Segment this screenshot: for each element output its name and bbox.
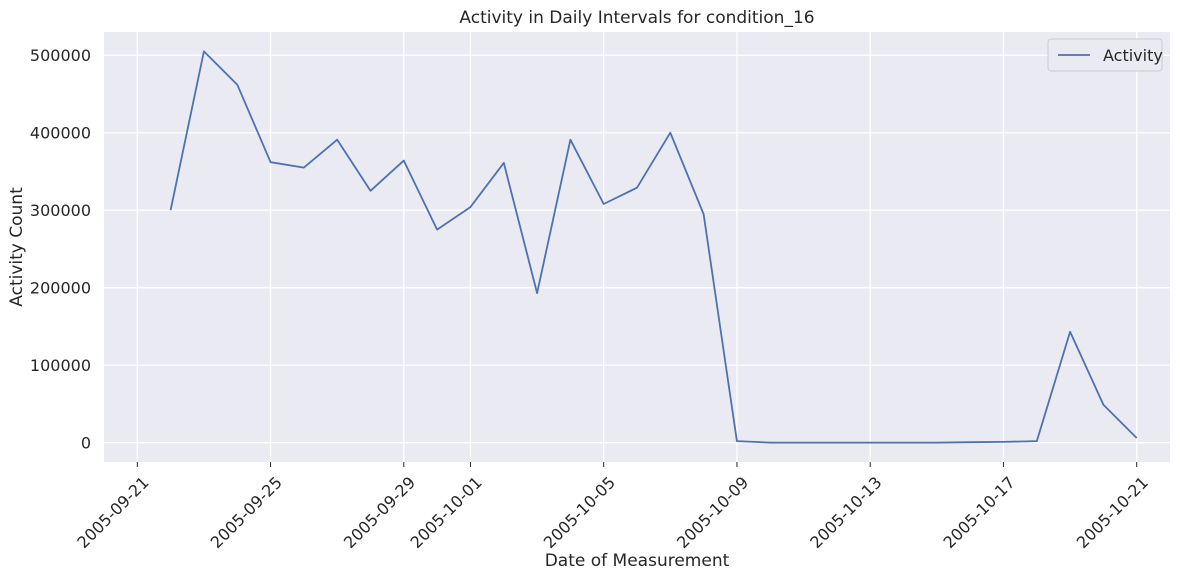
- x-tick-label: 2005-10-21: [1073, 473, 1152, 552]
- x-axis-ticks: 2005-09-21 2005-09-25 2005-09-292005-10-01…: [73, 462, 1152, 552]
- x-tick-label: 2005-10-17: [940, 473, 1019, 552]
- x-tick-label: 2005-09-25: [207, 473, 286, 552]
- y-tick-label: 500000: [30, 46, 91, 65]
- y-tick-label: 0: [81, 434, 91, 453]
- x-tick-label: 2005-10-13: [806, 473, 885, 552]
- y-tick-label: 300000: [30, 201, 91, 220]
- x-tick-label: 2005-10-01: [407, 473, 486, 552]
- chart-title: Activity in Daily Intervals for conditio…: [459, 8, 814, 28]
- x-tick-label: 2005-09-21: [73, 473, 152, 552]
- series-line-activity: [169, 50, 1138, 444]
- legend-label-activity: Activity: [1103, 46, 1163, 65]
- plot-area: [104, 32, 1170, 462]
- series-layer: [169, 50, 1138, 444]
- y-tick-label: 400000: [30, 124, 91, 143]
- y-tick-label: 200000: [30, 279, 91, 298]
- x-axis-label: Date of Measurement: [545, 551, 730, 571]
- grid-lines: [104, 32, 1170, 462]
- y-tick-label: 100000: [30, 356, 91, 375]
- x-tick-label: 2005-10-09: [673, 473, 752, 552]
- x-tick-label: 2005-10-05: [540, 473, 619, 552]
- y-axis-ticks: 0 100000 200000 300000 400000 500000: [30, 46, 91, 452]
- y-axis-label: Activity Count: [7, 187, 27, 307]
- legend-box: [1047, 38, 1163, 72]
- legend: Activity: [1047, 38, 1163, 72]
